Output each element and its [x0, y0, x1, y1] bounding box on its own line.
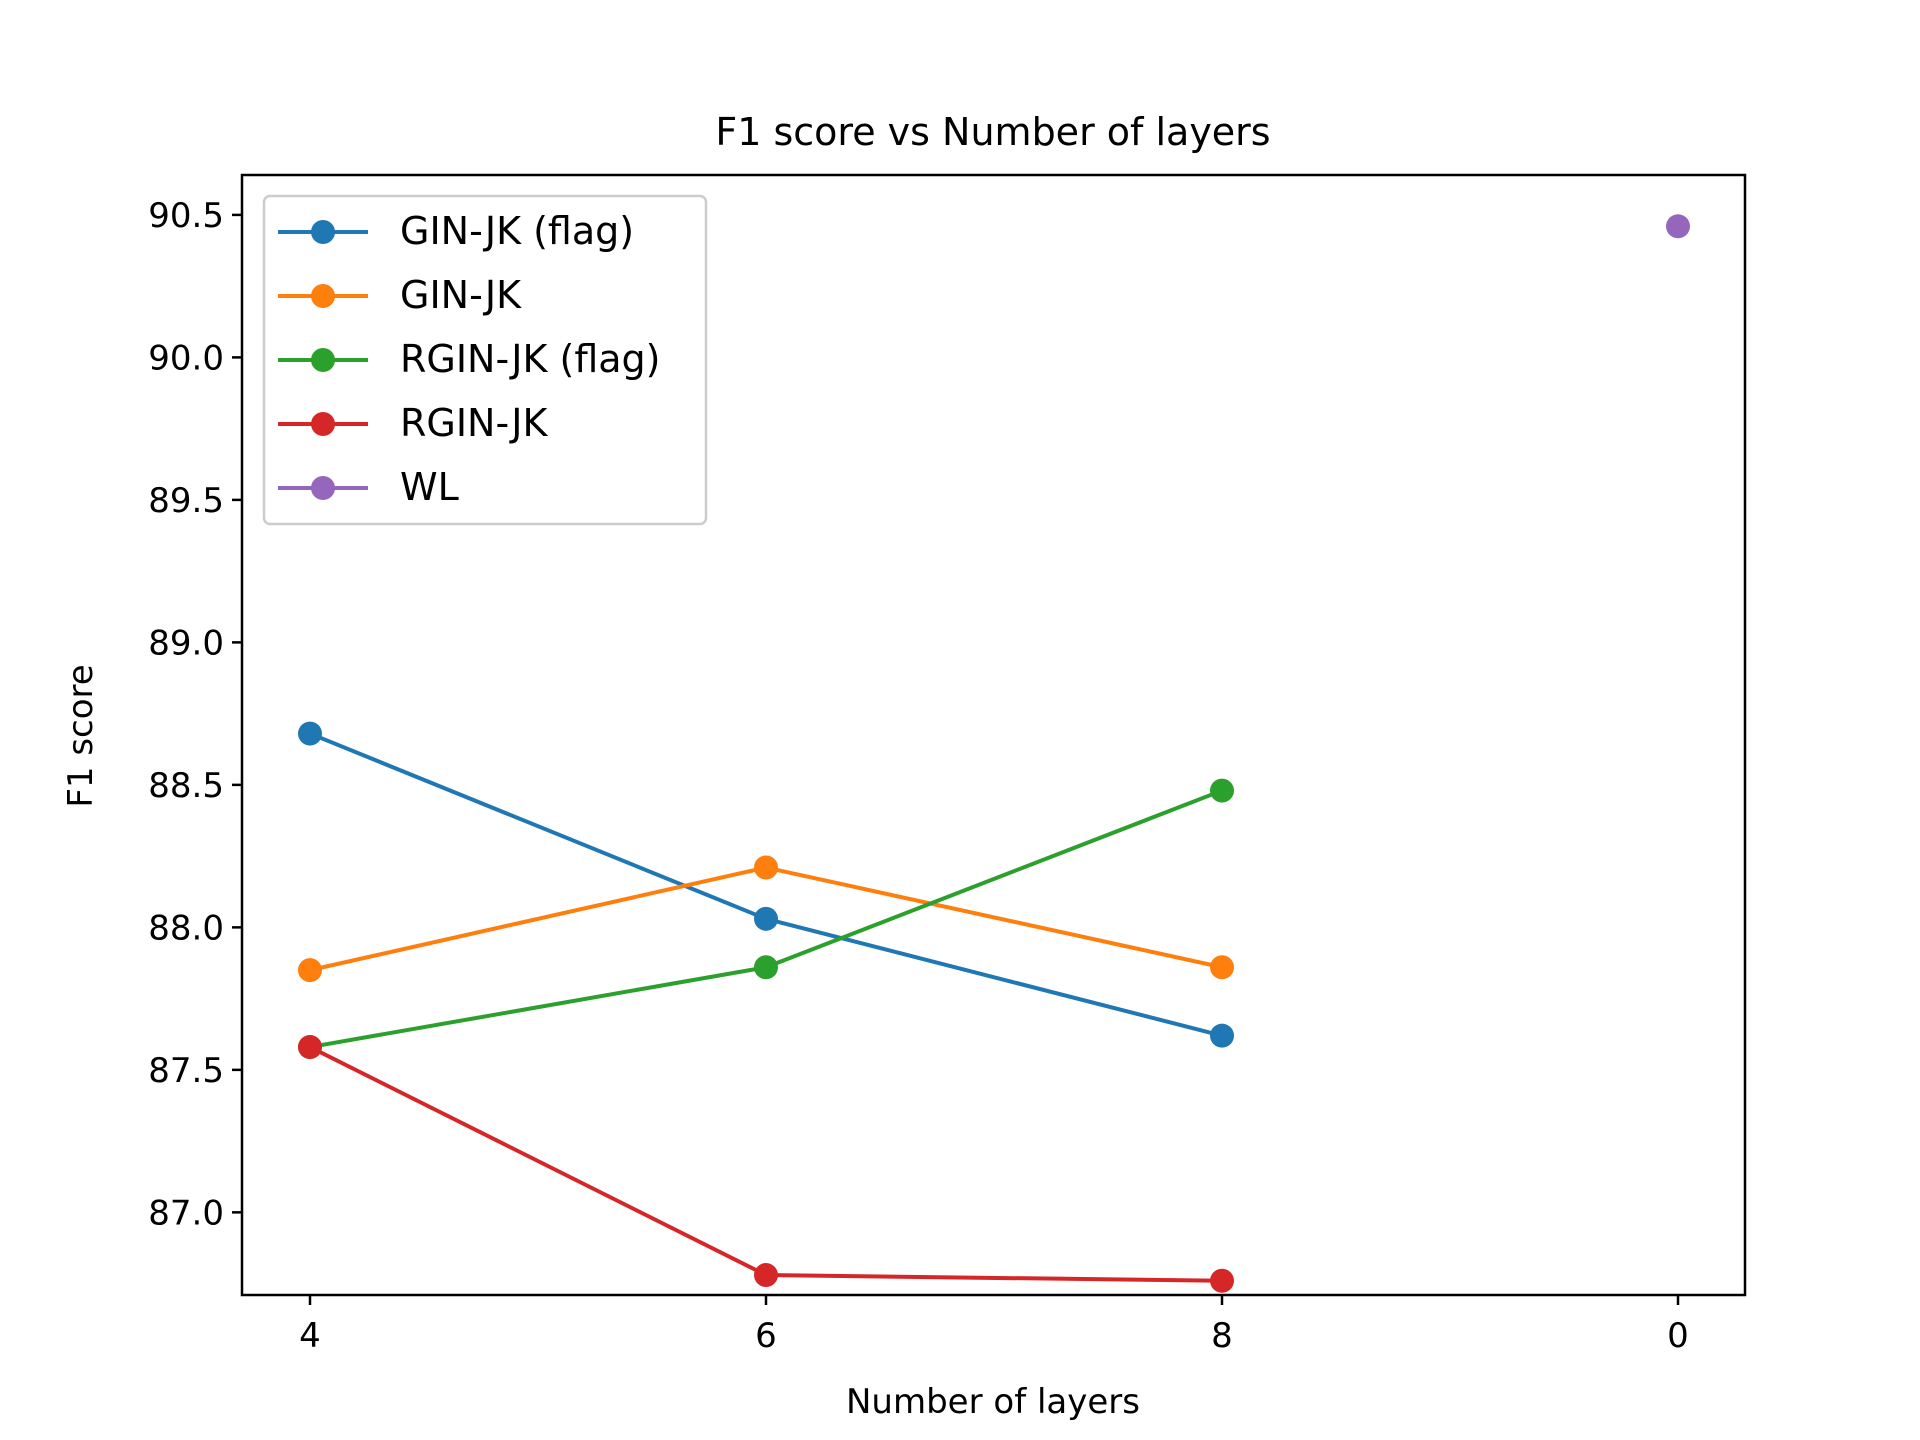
legend-box	[262, 194, 708, 526]
y-tick-label: 87.5	[148, 1051, 224, 1091]
x-tick-label: 6	[755, 1316, 777, 1356]
x-axis-label: Number of layers	[846, 1382, 1140, 1422]
y-tick-label: 88.5	[148, 766, 224, 806]
y-tick-label: 89.5	[148, 481, 224, 521]
plot-frame	[240, 173, 1747, 1297]
y-tick-label: 89.0	[148, 623, 224, 663]
legend-label: RGIN-JK	[400, 401, 549, 445]
y-tick-label: 87.0	[148, 1193, 224, 1233]
data-point	[298, 958, 322, 983]
legend-marker	[311, 412, 335, 436]
legend-label: GIN-JK	[400, 273, 522, 317]
data-point	[754, 906, 778, 931]
x-tick-label: 8	[1211, 1316, 1233, 1356]
legend-marker	[311, 284, 335, 308]
data-point	[754, 955, 778, 980]
data-point	[1210, 1023, 1234, 1048]
data-point	[1210, 955, 1234, 980]
legend-marker	[311, 348, 335, 372]
legend: GIN-JK (flag) GIN-JK RGIN-JK (flag) RGIN-JK…	[262, 194, 708, 526]
legend-marker	[311, 476, 335, 500]
legend-marker	[311, 220, 335, 244]
data-point	[298, 1035, 322, 1060]
data-point	[1666, 214, 1690, 239]
axes: 87.0 87.5 88.0 88.5 89.0 89.5 90.0 90.5 4 6 8 0	[148, 196, 1689, 1356]
x-tick-label: 0	[1667, 1316, 1689, 1356]
y-tick-label: 90.0	[148, 338, 224, 378]
data-point	[1210, 1268, 1234, 1293]
data-point	[1210, 778, 1234, 803]
x-tick-label: 4	[299, 1316, 321, 1356]
legend-label: GIN-JK (flag)	[400, 209, 634, 253]
chart-title: F1 score vs Number of layers	[715, 110, 1270, 154]
legend-label: RGIN-JK (flag)	[400, 337, 661, 381]
y-axis-label: F1 score	[61, 664, 101, 807]
plot-area	[298, 214, 1690, 1293]
data-point	[298, 721, 322, 746]
data-point	[754, 1263, 778, 1288]
data-point	[754, 855, 778, 880]
y-tick-label: 90.5	[148, 196, 224, 236]
legend-label: WL	[400, 465, 459, 509]
y-tick-label: 88.0	[148, 908, 224, 948]
